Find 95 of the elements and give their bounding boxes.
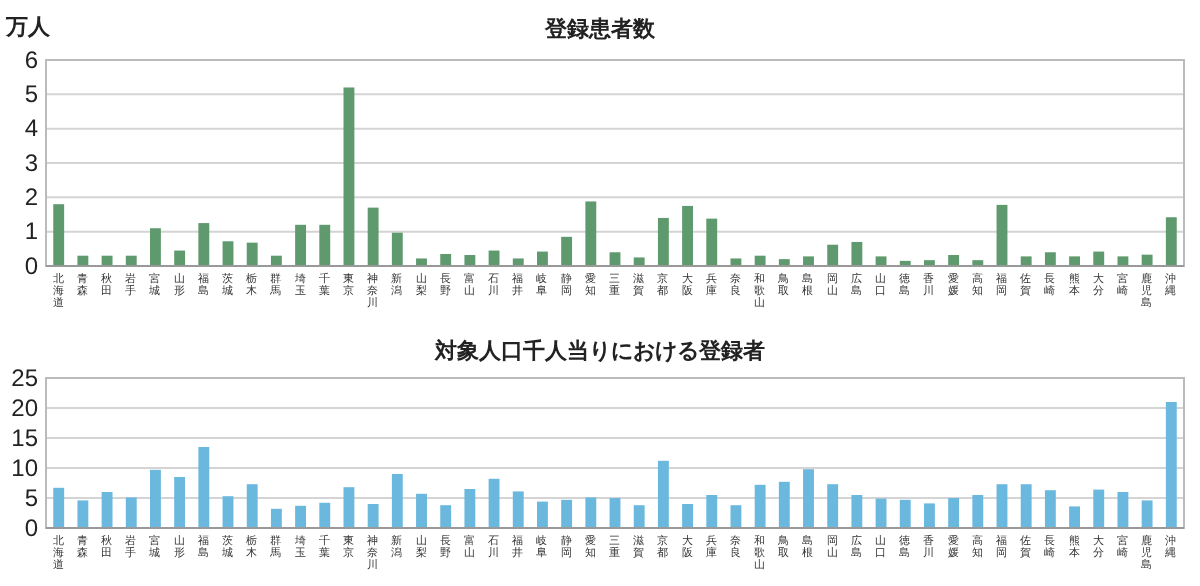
bar — [803, 469, 814, 528]
bar — [706, 218, 718, 266]
bar — [633, 257, 645, 266]
bar — [319, 224, 331, 266]
bar — [150, 228, 161, 266]
bar — [657, 217, 669, 266]
bar — [1044, 490, 1056, 528]
bar — [440, 253, 452, 266]
bar — [270, 508, 282, 528]
y-tick-label: 15 — [11, 423, 39, 452]
bar — [343, 487, 355, 528]
bar — [657, 460, 669, 528]
bar — [53, 487, 65, 528]
bar — [1044, 252, 1056, 266]
bar — [996, 484, 1008, 528]
bar — [367, 207, 379, 266]
y-tick-label: 20 — [11, 393, 39, 422]
bar — [150, 469, 161, 528]
bar — [1117, 492, 1129, 528]
bar — [1165, 217, 1177, 266]
bar — [778, 481, 790, 528]
bar — [730, 258, 742, 266]
bar — [827, 244, 839, 266]
bar — [537, 251, 548, 266]
bar — [1020, 484, 1032, 528]
bar — [561, 499, 573, 528]
y-tick-label: 5 — [24, 80, 39, 109]
bar — [803, 256, 814, 266]
bar — [537, 501, 548, 528]
bar — [972, 495, 984, 528]
bar — [754, 484, 766, 528]
bar — [440, 505, 452, 528]
bar — [682, 205, 693, 266]
bar — [295, 505, 307, 528]
bar — [730, 505, 742, 528]
bar — [1165, 402, 1177, 528]
bar — [295, 224, 307, 266]
bar — [827, 484, 839, 528]
bar — [174, 250, 186, 266]
bar — [851, 495, 863, 528]
bar — [488, 478, 500, 528]
bar — [948, 255, 960, 266]
bar — [561, 236, 573, 266]
bar — [391, 232, 403, 266]
bar — [198, 223, 210, 266]
bar — [1093, 251, 1105, 266]
bar — [125, 497, 137, 528]
y-tick-label: 0 — [24, 513, 39, 542]
bar — [488, 250, 500, 266]
y-tick-label: 2 — [24, 183, 39, 212]
bar — [1093, 489, 1105, 528]
y-tick-label: 3 — [24, 148, 39, 177]
bar — [319, 502, 331, 528]
y-tick-label: 4 — [24, 114, 39, 143]
y-tick-label: 1 — [24, 217, 39, 246]
bar — [198, 447, 210, 528]
bar — [1069, 506, 1080, 528]
bar — [1117, 256, 1129, 266]
bar — [464, 489, 476, 528]
bar — [923, 503, 935, 528]
bar — [996, 204, 1008, 266]
bar — [633, 505, 645, 528]
bar — [682, 504, 693, 528]
bar — [101, 492, 113, 528]
bar — [585, 497, 597, 528]
bar — [367, 504, 379, 528]
bar — [851, 241, 863, 266]
bar — [343, 87, 355, 266]
y-tick-label: 0 — [24, 251, 39, 280]
chart-title: 登録患者数 — [543, 16, 657, 42]
y-tick-label: 25 — [11, 363, 39, 392]
bar — [53, 204, 65, 266]
bar — [512, 491, 524, 528]
bar — [899, 499, 911, 528]
bar — [416, 493, 427, 528]
y-tick-label: 10 — [11, 453, 39, 482]
bar — [948, 498, 960, 528]
bar — [1069, 256, 1080, 266]
y-tick-label: 5 — [24, 483, 39, 512]
bar — [246, 484, 258, 528]
bar — [1141, 500, 1153, 528]
bar — [391, 474, 403, 528]
bar — [77, 500, 89, 528]
bar — [585, 201, 597, 266]
bar — [1020, 256, 1032, 266]
bar — [416, 258, 427, 266]
chart-title: 対象人口千人当りにおける登録者 — [433, 338, 765, 364]
y-axis-title: 万人 — [4, 14, 52, 40]
bar — [464, 255, 476, 266]
bar — [706, 495, 718, 528]
bar — [246, 242, 258, 266]
bar — [222, 496, 234, 528]
bar — [512, 258, 524, 266]
bar — [174, 477, 186, 528]
y-tick-label: 6 — [24, 45, 39, 74]
